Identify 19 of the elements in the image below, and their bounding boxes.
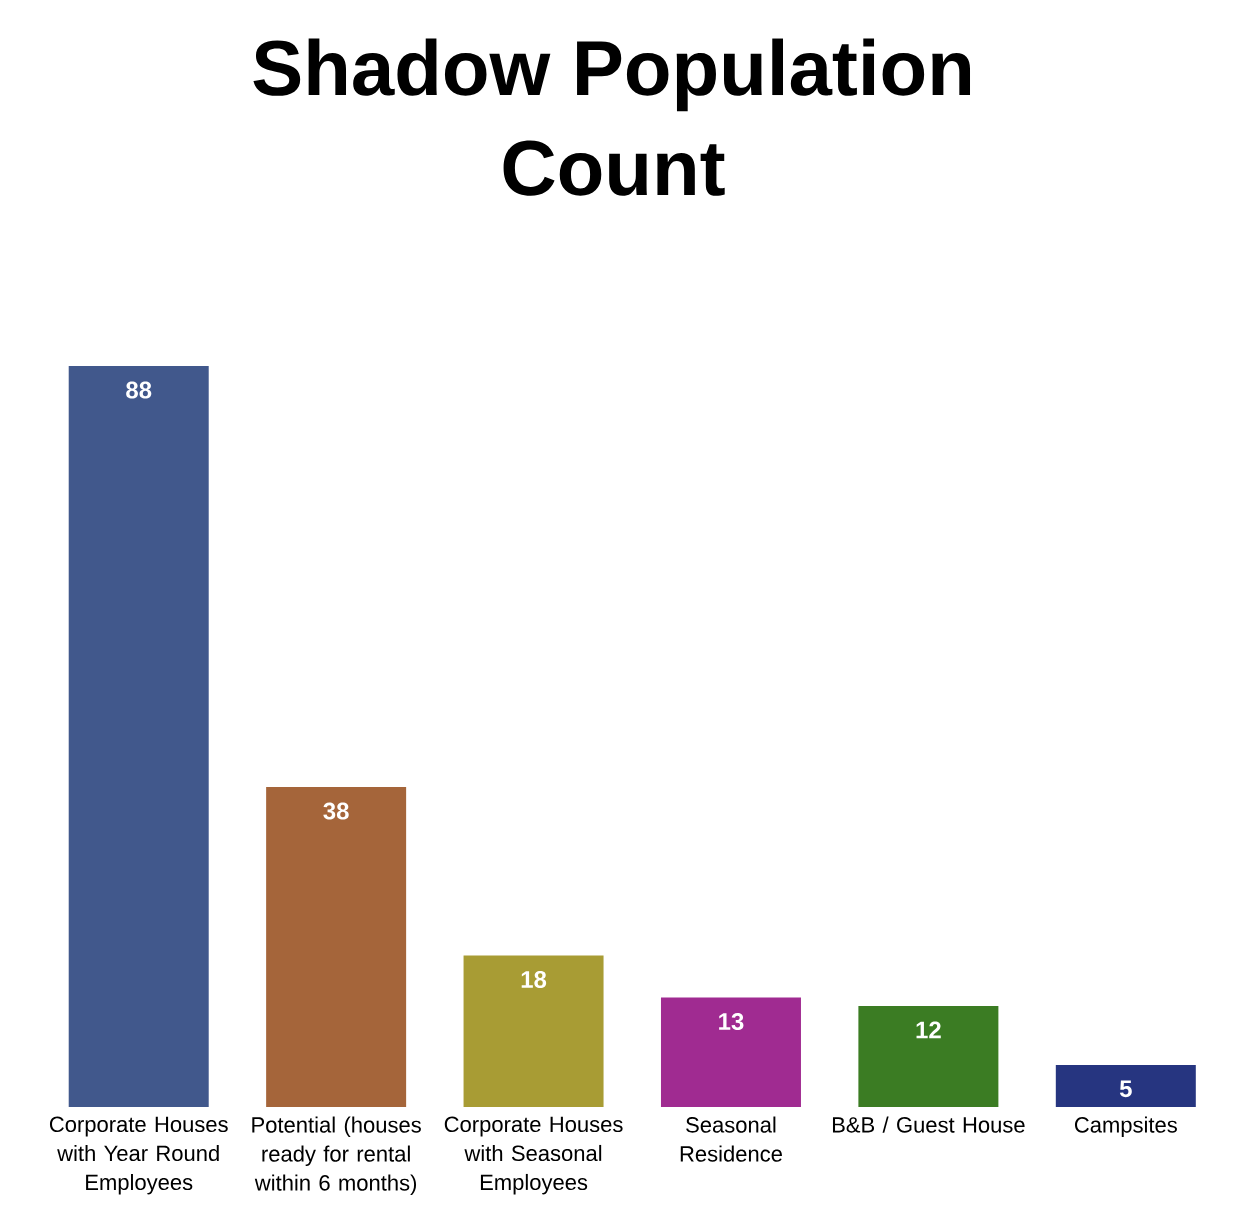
chart-title: Shadow Population Count <box>253 38 971 196</box>
data-label: 5 <box>1119 1080 1132 1098</box>
x-tick-label: Seasonal Residence <box>680 1116 782 1162</box>
x-tick-label: Campsites <box>1074 1116 1177 1138</box>
x-tick-label: B&B / Guest House <box>832 1116 1025 1133</box>
bar <box>266 787 407 1107</box>
data-label: 38 <box>323 802 349 820</box>
bar <box>858 1005 999 1107</box>
x-tick-label: Corporate Houses with Seasonal Employees <box>444 1116 623 1195</box>
data-label: 12 <box>916 1021 941 1039</box>
bar <box>1055 1064 1196 1107</box>
data-label: 88 <box>126 381 152 399</box>
x-tick-label: Potential (houses ready for rental within 6 months) <box>252 1116 421 1196</box>
bar <box>463 955 604 1107</box>
x-tick-label: Corporate Houses with Year Round Employees <box>49 1116 228 1195</box>
data-label: 13 <box>719 1013 744 1031</box>
bar <box>68 365 209 1107</box>
data-label: 18 <box>521 970 547 988</box>
bar <box>660 997 801 1107</box>
